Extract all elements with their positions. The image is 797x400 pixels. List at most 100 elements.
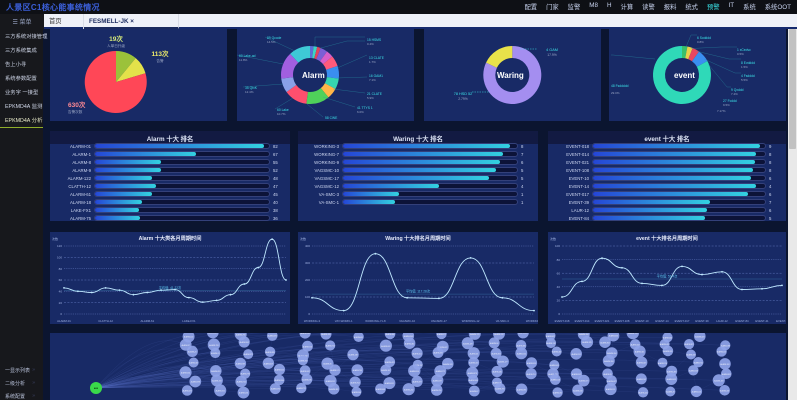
svg-text:5.9%: 5.9% [367, 96, 374, 100]
svg-text:ALARM-649: ALARM-649 [637, 361, 646, 364]
svg-text:ALARM-548: ALARM-548 [689, 369, 698, 372]
svg-text:100: 100 [57, 256, 62, 260]
svg-text:100: 100 [555, 244, 560, 248]
svg-text:200: 200 [305, 278, 310, 282]
svg-text:ALARM-315: ALARM-315 [527, 362, 536, 365]
svg-text:48 Fsddddd: 48 Fsddddd [611, 84, 629, 88]
svg-text:ALARM-483: ALARM-483 [667, 370, 676, 373]
svg-text:12.4%: 12.4% [245, 90, 254, 94]
svg-text:20: 20 [557, 299, 561, 303]
svg-text:ALARM-666: ALARM-666 [686, 354, 695, 357]
svg-text:ALARM-346: ALARM-346 [663, 336, 672, 339]
svg-text:ALARM-531: ALARM-531 [385, 382, 394, 385]
svg-text:ALARM-322: ALARM-322 [275, 369, 284, 372]
svg-text:ALARM-123: ALARM-123 [692, 391, 701, 394]
svg-text:ALARM-793: ALARM-793 [241, 373, 250, 376]
svg-text:ALARM-776: ALARM-776 [470, 333, 479, 336]
svg-text:EVENT-018: EVENT-018 [555, 319, 570, 323]
svg-text:ALARM-895: ALARM-895 [517, 388, 526, 391]
svg-text:告警次数: 告警次数 [68, 109, 83, 114]
svg-text:平均值: 117.28次: 平均值: 117.28次 [406, 289, 431, 294]
svg-text:VAGSMC-17: VAGSMC-17 [431, 319, 447, 323]
svg-text:LAUR-12: LAUR-12 [716, 319, 728, 323]
svg-text:EVENT-14: EVENT-14 [655, 319, 669, 323]
svg-text:1.5%: 1.5% [741, 65, 748, 69]
svg-text:ALARM-819: ALARM-819 [211, 370, 220, 373]
svg-text:ALARM-139: ALARM-139 [300, 333, 309, 335]
svg-text:ALARM-442: ALARM-442 [638, 391, 647, 394]
svg-text:40: 40 [59, 290, 63, 294]
svg-text:ALARM-663: ALARM-663 [376, 388, 385, 391]
svg-text:7.4%: 7.4% [731, 92, 738, 96]
svg-text:ALARM-256: ALARM-256 [239, 392, 248, 395]
svg-text:ALARM-747: ALARM-747 [494, 333, 503, 336]
svg-text:ALARM-346: ALARM-346 [635, 351, 644, 354]
svg-text:次数: 次数 [550, 236, 556, 241]
svg-text:ALARM-90: ALARM-90 [323, 363, 331, 366]
svg-text:ALARM-760: ALARM-760 [353, 369, 362, 372]
svg-text:ALARM-37: ALARM-37 [182, 344, 190, 347]
svg-text:ALARM-721: ALARM-721 [297, 387, 306, 390]
svg-text:ALARM-292: ALARM-292 [326, 380, 335, 383]
svg-text:ALARM-302: ALARM-302 [240, 341, 249, 344]
svg-text:4 GAM: 4 GAM [546, 48, 558, 52]
svg-text:40: 40 [557, 285, 561, 289]
svg-text:ALARM-793: ALARM-793 [495, 388, 504, 391]
svg-text:ALARM-187: ALARM-187 [381, 369, 390, 372]
svg-text:ALARM-264: ALARM-264 [607, 352, 616, 355]
svg-text:ALARM-364: ALARM-364 [275, 379, 284, 382]
svg-text:ALARM-230: ALARM-230 [492, 371, 501, 374]
svg-text:ALARM-734: ALARM-734 [236, 333, 245, 336]
svg-text:ALARM-251: ALARM-251 [572, 353, 581, 356]
svg-text:ALARM-67: ALARM-67 [470, 390, 478, 393]
svg-text:ALARM-269: ALARM-269 [518, 333, 527, 335]
svg-text:ALARM-573: ALARM-573 [579, 380, 588, 383]
svg-text:ALARM-446: ALARM-446 [469, 379, 478, 382]
svg-text:ALARM-325: ALARM-325 [189, 362, 198, 365]
svg-text:ALARM-46: ALARM-46 [470, 352, 478, 355]
svg-text:19次: 19次 [109, 34, 123, 43]
svg-text:ALARM-597: ALARM-597 [412, 381, 421, 384]
svg-text:ALARM-133: ALARM-133 [717, 351, 726, 354]
svg-text:ALARM-542: ALARM-542 [300, 370, 309, 373]
svg-text:VAGSMC-10: VAGSMC-10 [399, 319, 415, 323]
svg-text:平均值: 41.22次: 平均值: 41.22次 [159, 285, 182, 290]
svg-text:0.8%: 0.8% [697, 40, 704, 44]
svg-text:630次: 630次 [68, 100, 86, 109]
svg-text:ALARM-876: ALARM-876 [302, 378, 311, 381]
svg-text:ALARM-695: ALARM-695 [268, 335, 277, 338]
svg-text:ALARM-398: ALARM-398 [191, 381, 200, 384]
svg-text:ALARM-202: ALARM-202 [404, 388, 413, 391]
svg-text:ALARM-100: ALARM-100 [184, 336, 193, 339]
svg-text:ALARM-380: ALARM-380 [385, 333, 394, 336]
svg-text:event 十大排名月周期时间: event 十大排名月周期时间 [636, 234, 698, 242]
svg-text:ALARM-194: ALARM-194 [212, 380, 221, 383]
svg-text:次数: 次数 [300, 236, 306, 241]
svg-text:ALARM-761: ALARM-761 [553, 392, 562, 395]
svg-text:ALARM-352: ALARM-352 [216, 390, 225, 393]
svg-text:ALARM-907: ALARM-907 [572, 373, 581, 376]
svg-text:EVENT-84: EVENT-84 [735, 319, 749, 323]
svg-text:ALARM-128: ALARM-128 [551, 379, 560, 382]
svg-text:ALARM-872: ALARM-872 [607, 380, 616, 383]
svg-text:ALARM-827: ALARM-827 [546, 335, 555, 338]
svg-text:ALARM-328: ALARM-328 [463, 342, 472, 345]
svg-text:ALARM-594: ALARM-594 [271, 388, 280, 391]
svg-text:VA-SMC-3: VA-SMC-3 [496, 319, 510, 323]
svg-text:ALARM-290: ALARM-290 [432, 389, 441, 392]
svg-text:ALARM-482: ALARM-482 [405, 342, 414, 345]
svg-text:ALARM-823: ALARM-823 [695, 335, 704, 338]
svg-text:1.7%: 1.7% [369, 60, 376, 64]
svg-text:11.8%: 11.8% [239, 58, 248, 62]
svg-text:7.1%: 7.1% [369, 78, 376, 82]
svg-text:ALARM-840: ALARM-840 [516, 344, 525, 347]
svg-text:ALARM-803: ALARM-803 [600, 341, 609, 344]
svg-text:ALARM-423: ALARM-423 [385, 361, 394, 364]
svg-text:ALARM-892: ALARM-892 [722, 373, 731, 376]
svg-text:Waring 十大排名月周期时间: Waring 十大排名月周期时间 [385, 234, 451, 242]
svg-text:400: 400 [305, 244, 310, 248]
svg-text:平均值: 51.4次: 平均值: 51.4次 [657, 274, 679, 279]
svg-text:ALARM-261: ALARM-261 [663, 350, 672, 353]
svg-text:ALARM-372: ALARM-372 [244, 353, 253, 356]
svg-text:ALARM-742: ALARM-742 [546, 342, 555, 345]
